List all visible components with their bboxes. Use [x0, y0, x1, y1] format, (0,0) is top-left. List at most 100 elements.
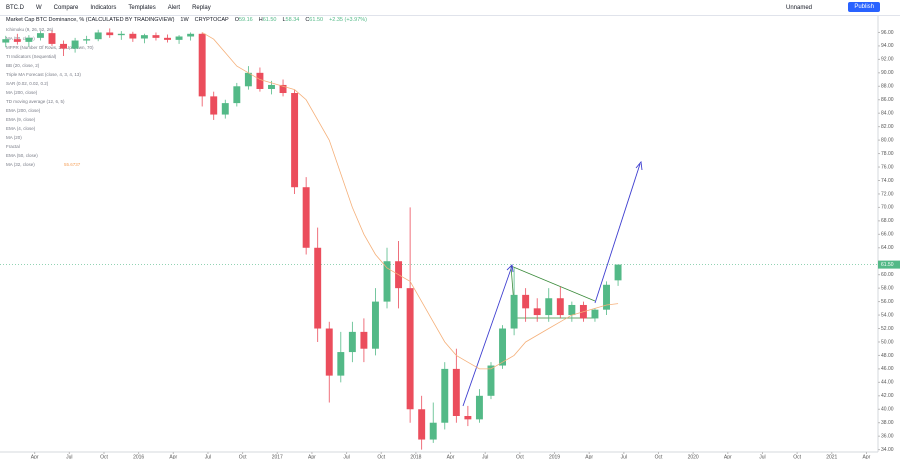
button[interactable]: Templates	[128, 4, 156, 11]
x-tick-label: Apr	[863, 454, 871, 459]
trend-line	[510, 265, 596, 302]
y-tick-label: 46.00	[881, 366, 894, 372]
legend-item: L	[282, 17, 285, 23]
candle-body	[36, 33, 44, 38]
candle-body	[256, 72, 264, 89]
candle-body	[164, 37, 171, 40]
candle-body	[117, 33, 125, 36]
candle-body	[175, 36, 183, 40]
x-tick-label: 2018	[410, 454, 421, 459]
y-tick-label: 90.00	[881, 70, 894, 76]
x-tick-label: Apr	[31, 454, 39, 459]
x-tick-label: Jul	[621, 454, 627, 459]
y-tick-label: 70.00	[881, 205, 894, 211]
x-tick-label: Jul	[759, 454, 765, 459]
indicator-name: Ichimoku (9, 26, 52, 26)	[6, 27, 54, 32]
indicator-value: 55.6737	[64, 162, 81, 167]
y-tick-label: 88.00	[881, 84, 894, 90]
candle-body	[452, 368, 460, 416]
arrow-head	[506, 264, 514, 273]
arrow	[462, 265, 513, 407]
candle-body	[603, 284, 610, 310]
legend-item: 59.16	[239, 17, 253, 23]
price-axis	[878, 16, 900, 459]
y-tick-label: 78.00	[881, 151, 894, 157]
button[interactable]: Indicators	[90, 4, 117, 11]
candle-body	[152, 35, 160, 38]
y-tick-label: 80.00	[881, 137, 894, 143]
indicator-name: EMA (200, close)	[6, 108, 41, 113]
y-tick-label: 44.00	[881, 380, 894, 386]
candle-body	[198, 33, 206, 97]
x-tick-label: Jul	[482, 454, 488, 459]
layout-name[interactable]: Unnamed	[786, 4, 813, 11]
candle-body	[140, 35, 148, 39]
y-tick-label: 42.00	[881, 393, 894, 399]
y-tick-label: 76.00	[881, 164, 894, 170]
candle-body	[314, 247, 322, 329]
indicator-name: EMA (50, close)	[6, 153, 38, 158]
indicator-name: MA (200, close)	[6, 90, 38, 95]
candle-body	[591, 309, 599, 319]
interval[interactable]: W	[36, 4, 42, 11]
symbol[interactable]: BTC.D	[6, 4, 24, 11]
button[interactable]: Alert	[167, 4, 181, 11]
indicator-name: TD moving average (12, 6, 5)	[6, 99, 65, 104]
x-tick-label: Apr	[724, 454, 732, 459]
legend-item: 1W	[180, 17, 189, 23]
candle-body	[556, 298, 564, 316]
indicator-name: BB (20, close, 2)	[6, 63, 40, 68]
moving-average	[201, 32, 619, 370]
last-price-tag	[878, 260, 900, 269]
candle-body	[533, 308, 541, 316]
candle-body	[129, 33, 137, 39]
candle-body	[60, 43, 68, 49]
x-tick-label: Oct	[655, 454, 663, 459]
button[interactable]: Replay	[192, 4, 211, 11]
candle-body	[429, 422, 437, 440]
x-tick-label: 2021	[826, 454, 837, 459]
candle-body	[545, 298, 553, 316]
x-tick-label: Oct	[100, 454, 108, 459]
candle-body	[13, 39, 21, 42]
y-tick-label: 36.00	[881, 434, 894, 440]
y-tick-label: 64.00	[881, 245, 894, 251]
indicator-name: SAR (0.02, 0.02, 0.2)	[6, 81, 49, 86]
candle-body	[233, 86, 241, 104]
legend-item: +2.35 (+3.97%)	[329, 17, 367, 23]
y-tick-label: 84.00	[881, 111, 894, 117]
indicator-name: Fractal	[6, 144, 20, 149]
x-tick-label: 2017	[272, 454, 283, 459]
candle-body	[71, 40, 79, 49]
candle-body	[418, 409, 426, 440]
y-tick-label: 48.00	[881, 353, 894, 359]
indicator-name: EMA (4, close)	[6, 126, 36, 131]
drawings	[462, 160, 643, 407]
legend-item: 61.50	[263, 17, 277, 23]
indicator-name: MA (50, close)	[6, 36, 35, 41]
candle-body	[348, 331, 356, 353]
candle-body	[510, 294, 518, 329]
y-tick-label: 68.00	[881, 218, 894, 224]
legend-item: H	[259, 17, 263, 23]
x-tick-label: 2020	[688, 454, 699, 459]
y-tick-label: 38.00	[881, 420, 894, 426]
indicator-name: Triple MA Forecast (close, 4, 3, 4, 13)	[6, 72, 81, 77]
publish-button[interactable]: Publish	[848, 2, 880, 12]
y-tick-label: 86.00	[881, 97, 894, 103]
last-price-label: 61.50	[881, 262, 894, 268]
x-tick-label: Apr	[169, 454, 177, 459]
x-tick-label: Oct	[516, 454, 524, 459]
y-tick-label: 50.00	[881, 339, 894, 345]
button[interactable]: Compare	[53, 4, 79, 11]
candle-body	[487, 365, 495, 396]
candle-body	[441, 368, 449, 423]
x-tick-label: Oct	[239, 454, 247, 459]
x-tick-label: Jul	[343, 454, 349, 459]
legend: Market Cap BTC Dominance, % (CALCULATED …	[6, 17, 367, 167]
y-tick-label: 52.00	[881, 326, 894, 332]
candle-body	[2, 39, 10, 43]
candle-body	[83, 39, 91, 41]
candle-body	[187, 33, 195, 37]
x-tick-label: 2016	[133, 454, 144, 459]
